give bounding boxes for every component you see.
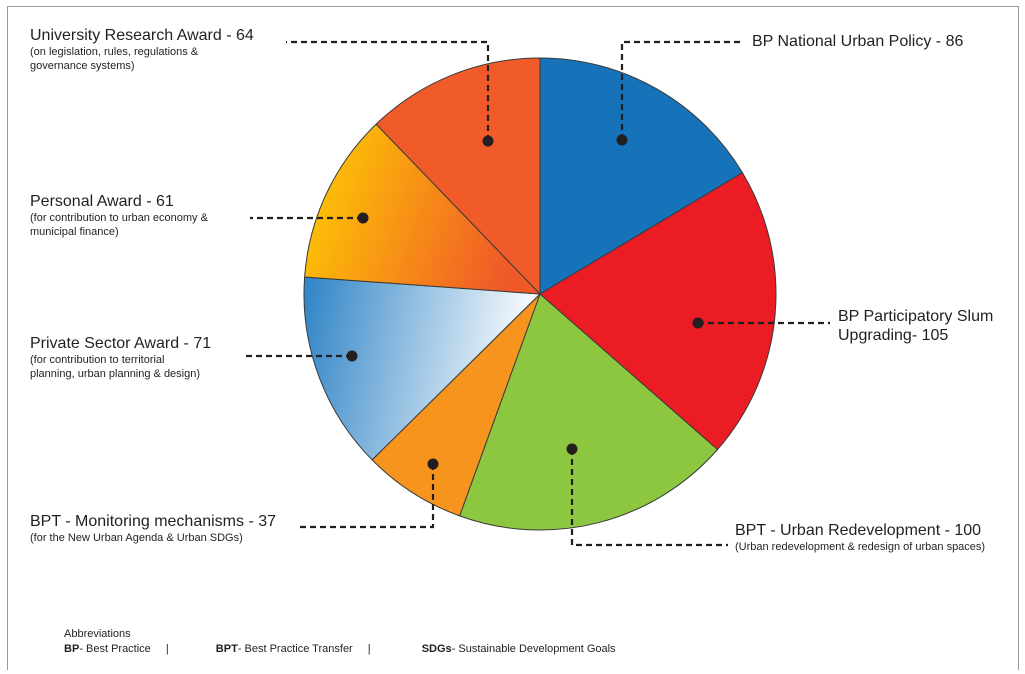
label-bpt-monitoring: BPT - Monitoring mechanisms - 37 (for th… [30, 513, 277, 545]
slice-bpt-urban-redevelopment [458, 293, 719, 531]
slice-university-research-award-leader-dot [482, 135, 494, 147]
abbreviations-legend: Abbreviations BP - Best Practice | BPT -… [64, 627, 616, 658]
slice-personal-award-leader-dot [357, 212, 369, 224]
slice-university-research-award-leader-line [286, 40, 490, 141]
label-bpt-urban-redevelopment: BPT - Urban Redevelopment - 100 (Urban r… [735, 522, 986, 554]
slice-private-sector-award-leader-dot [346, 350, 358, 362]
slice-bp-participatory-slum-upgrading-leader-dot [692, 317, 704, 329]
slice-bp-national-urban-policy-leader-dot [616, 134, 628, 146]
slice-bp-national-urban-policy [539, 57, 744, 295]
slice-bp-national-urban-policy-leader-line [620, 40, 742, 140]
slice-bpt-monitoring-mechanisms-leader-dot [427, 458, 439, 470]
label-private-sector-award: Private Sector Award - 71 (for contribut… [30, 335, 212, 381]
label-bp-participatory-slum: BP Participatory Slum Upgrading- 105 [838, 308, 994, 345]
slice-university-research-award [375, 57, 541, 296]
abbr-bpt: BPT - Best Practice Transfer [215, 643, 353, 656]
label-personal-award: Personal Award - 61 (for contribution to… [30, 193, 208, 239]
abbr-separator: | [367, 643, 371, 656]
label-university-research-award: University Research Award - 64 (on legis… [30, 27, 254, 73]
abbr-bp: BP - Best Practice [64, 643, 151, 656]
slice-bpt-monitoring-mechanisms-leader-line [298, 464, 435, 529]
slice-bpt-urban-redevelopment-leader-line [570, 449, 728, 547]
abbreviations-heading: Abbreviations [64, 628, 131, 640]
label-bp-national-urban-policy: BP National Urban Policy - 86 [752, 33, 964, 50]
slice-bpt-monitoring-mechanisms [371, 293, 541, 517]
figure-frame [7, 6, 1019, 670]
abbr-sdgs: SDGs - Sustainable Development Goals [421, 643, 616, 656]
slice-bp-participatory-slum-upgrading [539, 172, 777, 451]
slice-personal-award [304, 123, 542, 295]
abbr-separator: | [165, 643, 169, 656]
slice-bpt-urban-redevelopment-leader-dot [566, 443, 578, 455]
slice-private-sector-award [303, 276, 542, 461]
